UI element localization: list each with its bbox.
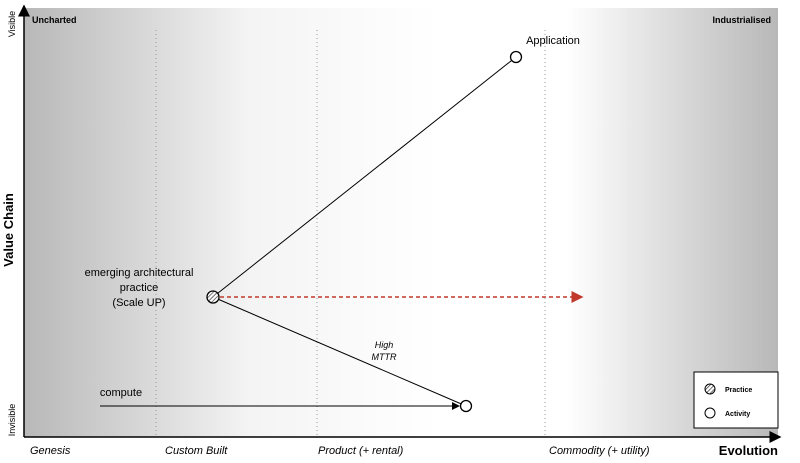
stage-label: Genesis	[30, 445, 71, 457]
activity-node	[509, 50, 523, 64]
node-label: emerging architectural	[85, 267, 194, 279]
legend-box	[693, 371, 779, 429]
legend-symbol	[704, 407, 716, 419]
node-label: (Scale UP)	[112, 297, 165, 309]
activity-node	[459, 399, 473, 413]
edge-label: High	[375, 340, 394, 350]
legend-label: Activity	[725, 411, 750, 418]
practice-node	[206, 290, 220, 304]
y-bottom-label: Invisible	[7, 404, 17, 437]
legend-symbol	[704, 383, 716, 395]
y-axis-title: Value Chain	[1, 193, 16, 267]
legend-label: Practice	[725, 387, 752, 394]
corner-label: Uncharted	[32, 15, 77, 25]
legend: Practice Activity	[693, 371, 779, 429]
stage-label: Commodity (+ utility)	[549, 445, 650, 457]
stage-label: Custom Built	[165, 445, 228, 457]
edge-label: MTTR	[372, 352, 397, 362]
x-axis-title: Evolution	[719, 443, 778, 458]
node-label: compute	[100, 387, 142, 399]
background	[24, 8, 778, 437]
edge	[212, 296, 467, 407]
corner-label: Industrialised	[712, 15, 771, 25]
node-label: Application	[526, 35, 580, 47]
node-label: practice	[120, 282, 159, 294]
y-top-label: Visible	[7, 11, 17, 37]
edge	[212, 56, 517, 298]
stage-label: Product (+ rental)	[318, 445, 404, 457]
